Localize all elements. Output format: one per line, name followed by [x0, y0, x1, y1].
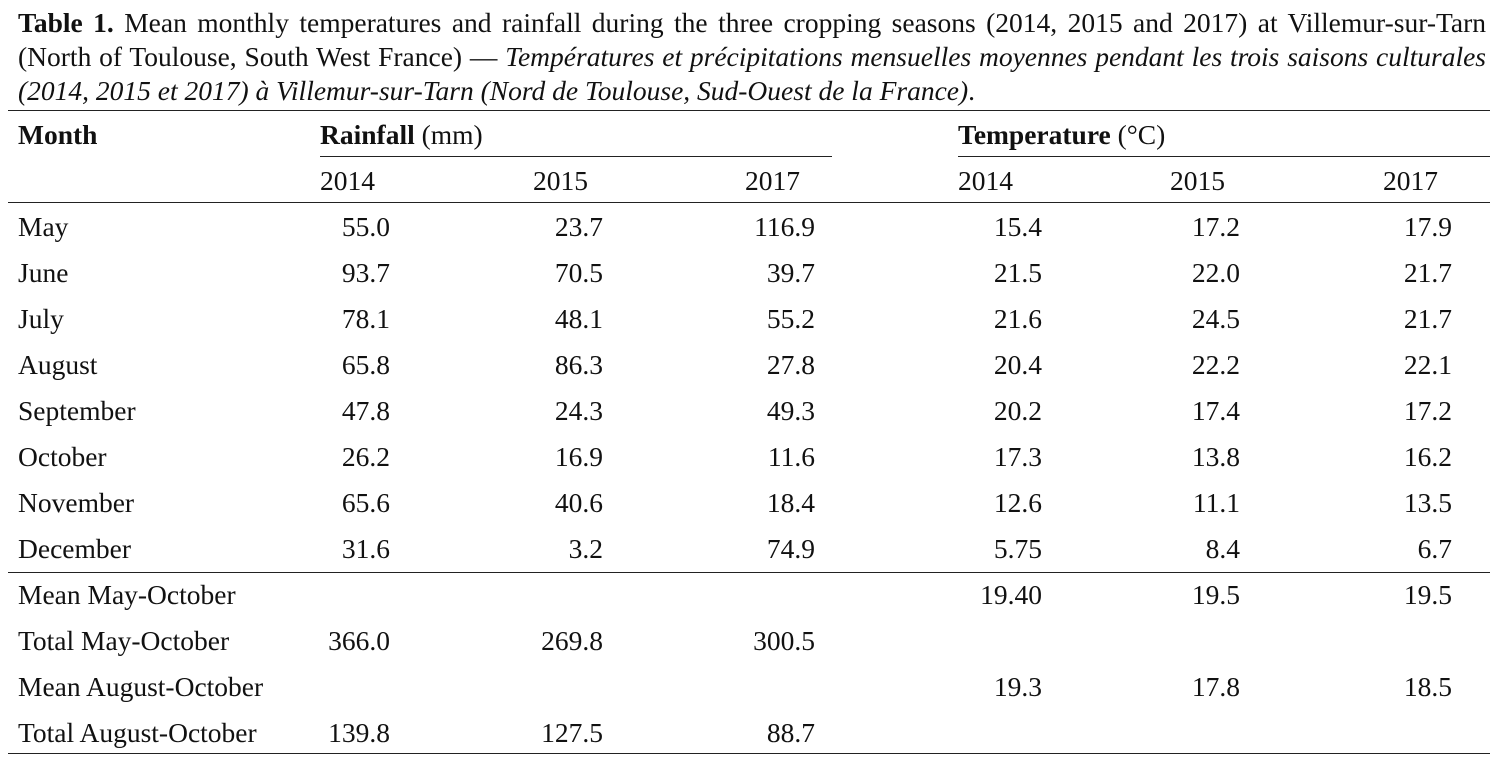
year-rain-2017: 2017: [745, 165, 800, 196]
rainfall-cell: 16.9: [554, 441, 603, 472]
rainfall-cell: 139.8: [328, 717, 390, 748]
temperature-cell: 17.9: [1403, 211, 1452, 242]
temperature-cell: 17.2: [1403, 395, 1452, 426]
temperature-cell: 17.4: [1191, 395, 1240, 426]
rainfall-cell: 93.7: [341, 257, 390, 288]
temperature-cell: 15.4: [993, 211, 1042, 242]
row-label: August: [18, 349, 98, 380]
temperature-cell: 17.2: [1191, 211, 1240, 242]
rainfall-subrule: [320, 156, 832, 157]
rainfall-cell: 86.3: [554, 349, 603, 380]
temperature-cell: 17.8: [1191, 671, 1240, 702]
rainfall-cell: 65.8: [341, 349, 390, 380]
year-temp-2014: 2014: [958, 165, 1013, 196]
rainfall-cell: 40.6: [554, 487, 603, 518]
row-label: Mean August-October: [18, 671, 264, 702]
rainfall-cell: 88.7: [766, 717, 815, 748]
temperature-cell: 19.3: [993, 671, 1042, 702]
row-label: September: [18, 395, 136, 426]
temperature-subrule: [958, 156, 1490, 157]
row-label: Mean May-October: [18, 579, 236, 610]
temperature-cell: 5.75: [993, 533, 1042, 564]
rainfall-cell: 3.2: [568, 533, 603, 564]
temperature-cell: 21.6: [993, 303, 1042, 334]
temperature-cell: 17.3: [993, 441, 1042, 472]
temperature-cell: 6.7: [1417, 533, 1452, 564]
rainfall-cell: 31.6: [341, 533, 390, 564]
row-label: May: [18, 211, 69, 242]
temperature-cell: 19.40: [980, 579, 1042, 610]
temperature-cell: 21.5: [993, 257, 1042, 288]
year-temp-2015: 2015: [1170, 165, 1225, 196]
table-top-rule: [8, 110, 1490, 111]
header-rainfall-unit: (mm): [414, 119, 483, 150]
rainfall-cell: 366.0: [328, 625, 390, 656]
temperature-cell: 16.2: [1403, 441, 1452, 472]
row-label: Total August-October: [18, 717, 257, 748]
rainfall-cell: 55.0: [341, 211, 390, 242]
header-temperature: Temperature (°C): [958, 120, 1165, 150]
rainfall-cell: 269.8: [541, 625, 603, 656]
temperature-cell: 19.5: [1191, 579, 1240, 610]
temperature-cell: 13.8: [1191, 441, 1240, 472]
rainfall-cell: 78.1: [341, 303, 390, 334]
temperature-cell: 21.7: [1403, 257, 1452, 288]
rainfall-cell: 74.9: [766, 533, 815, 564]
year-rain-2015: 2015: [533, 165, 588, 196]
row-label: December: [18, 533, 131, 564]
rainfall-cell: 11.6: [767, 441, 815, 472]
row-label: June: [18, 257, 69, 288]
rainfall-cell: 26.2: [341, 441, 390, 472]
temperature-cell: 18.5: [1403, 671, 1452, 702]
temperature-cell: 8.4: [1205, 533, 1240, 564]
temperature-cell: 20.2: [993, 395, 1042, 426]
caption-label: Table 1.: [18, 7, 114, 38]
header-bottom-rule: [8, 202, 1490, 203]
header-rainfall: Rainfall (mm): [320, 120, 483, 150]
summary-top-rule: [8, 572, 1490, 573]
rainfall-cell: 300.5: [753, 625, 815, 656]
caption-end: .: [968, 75, 976, 106]
temperature-cell: 12.6: [993, 487, 1042, 518]
temperature-cell: 11.1: [1192, 487, 1240, 518]
table-bottom-rule: [8, 753, 1490, 754]
temperature-cell: 22.0: [1191, 257, 1240, 288]
rainfall-cell: 65.6: [341, 487, 390, 518]
row-label: October: [18, 441, 107, 472]
table-caption: Table 1. Mean monthly temperatures and r…: [18, 6, 1486, 108]
header-rainfall-label: Rainfall: [320, 119, 415, 150]
temperature-cell: 19.5: [1403, 579, 1452, 610]
rainfall-cell: 27.8: [766, 349, 815, 380]
row-label: Total May-October: [18, 625, 230, 656]
rainfall-cell: 23.7: [554, 211, 603, 242]
rainfall-cell: 70.5: [554, 257, 603, 288]
rainfall-cell: 18.4: [766, 487, 815, 518]
header-temperature-unit: (°C): [1110, 119, 1166, 150]
temperature-cell: 21.7: [1403, 303, 1452, 334]
temperature-cell: 22.2: [1191, 349, 1240, 380]
temperature-cell: 13.5: [1403, 487, 1452, 518]
rainfall-cell: 127.5: [541, 717, 603, 748]
temperature-cell: 20.4: [993, 349, 1042, 380]
rainfall-cell: 48.1: [554, 303, 603, 334]
rainfall-cell: 55.2: [766, 303, 815, 334]
header-temperature-label: Temperature: [958, 119, 1111, 150]
rainfall-cell: 116.9: [754, 211, 815, 242]
rainfall-cell: 49.3: [766, 395, 815, 426]
rainfall-cell: 24.3: [554, 395, 603, 426]
year-rain-2014: 2014: [320, 165, 375, 196]
year-temp-2017: 2017: [1383, 165, 1438, 196]
caption-english: Mean monthly temperatures and rainfall d…: [18, 7, 1486, 72]
temperature-cell: 22.1: [1403, 349, 1452, 380]
row-label: November: [18, 487, 135, 518]
row-label: July: [18, 303, 64, 334]
rainfall-cell: 47.8: [341, 395, 390, 426]
rainfall-cell: 39.7: [766, 257, 815, 288]
caption-french: Températures et précipitations mensuelle…: [18, 41, 1487, 106]
temperature-cell: 24.5: [1191, 303, 1240, 334]
header-month: Month: [18, 119, 98, 150]
